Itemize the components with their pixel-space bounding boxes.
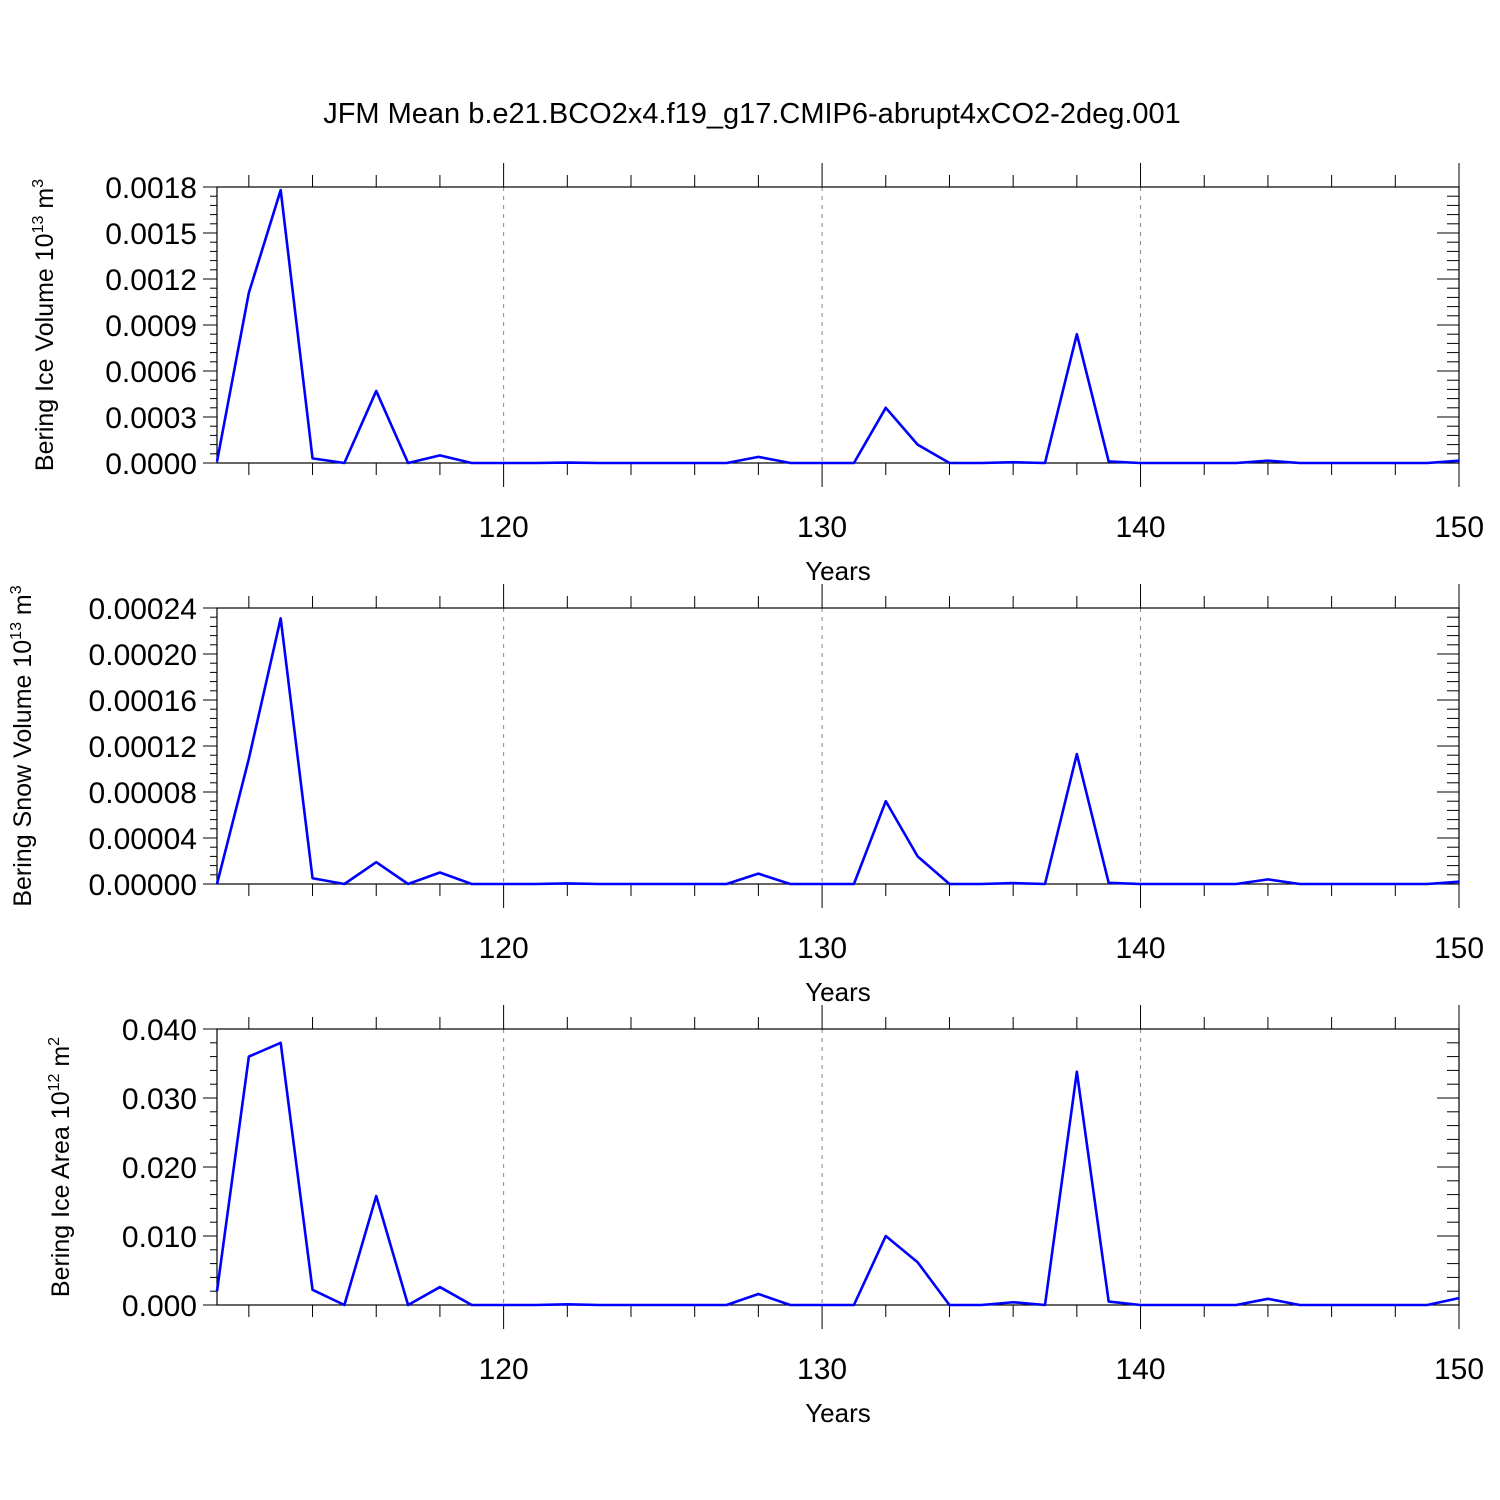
plot-frame: [216, 607, 1460, 885]
y-tick-label: 0.0015: [105, 218, 197, 251]
y-tick-label: 0.0003: [105, 402, 197, 435]
y-axis-label-unit: m: [9, 594, 37, 622]
x-tick-label: 140: [1116, 511, 1166, 544]
y-tick-label: 0.020: [122, 1152, 197, 1185]
y-tick-label: 0.00024: [89, 593, 197, 626]
x-axis-label: Years: [805, 977, 871, 1007]
y-axis-label-exponent: 13: [8, 622, 25, 640]
x-tick-label: 150: [1434, 1353, 1484, 1386]
y-axis-label: Bering Snow Volume 1013 m3: [8, 585, 37, 906]
y-tick-label: 0.0000: [105, 448, 197, 481]
y-tick-label: 0.00004: [89, 823, 197, 856]
x-tick-label: 130: [797, 1353, 847, 1386]
x-axis-label: Years: [805, 1398, 871, 1428]
y-axis-label-unit-exponent: 3: [8, 585, 25, 594]
x-tick-label: 150: [1434, 932, 1484, 965]
chart-title: JFM Mean b.e21.BCO2x4.f19_g17.CMIP6-abru…: [323, 98, 1181, 130]
panel-3: 120 130 140 150 0.000 0.010 0.020 0.030 0.040 Yea…: [46, 1005, 1484, 1428]
y-tick-label: 0.0012: [105, 264, 197, 297]
y-tick-label: 0.030: [122, 1083, 197, 1116]
x-tick-label: 140: [1116, 932, 1166, 965]
plot-frame: [216, 1028, 1460, 1306]
y-tick-label: 0.0018: [105, 172, 197, 205]
y-tick-label: 0.040: [122, 1014, 197, 1047]
y-tick-label: 0.00008: [89, 777, 197, 810]
y-tick-label: 0.00016: [89, 685, 197, 718]
y-tick-label: 0.0006: [105, 356, 197, 389]
x-tick-label: 120: [479, 932, 529, 965]
x-tick-label: 130: [797, 932, 847, 965]
x-tick-label: 120: [479, 1353, 529, 1386]
y-tick-label: 0.00020: [89, 639, 197, 672]
panel-1: 120 130 140 150 0.0000 0.0003 0.0006 0.0009 0.00…: [30, 163, 1484, 586]
x-axis-label: Years: [805, 556, 871, 586]
y-axis-label-text: Bering Ice Volume 10: [31, 233, 59, 471]
panels: 120 130 140 1500.00000.00030.00060.00090.00…: [8, 163, 1484, 1428]
panel-2: 120 130 140 150 0.00000 0.00004 0.00008 0.00012…: [8, 584, 1484, 1007]
y-tick-label: 0.00012: [89, 731, 197, 764]
x-tick-label: 130: [797, 511, 847, 544]
x-tick-label: 140: [1116, 1353, 1166, 1386]
x-tick-label: 120: [479, 511, 529, 544]
y-tick-label: 0.010: [122, 1221, 197, 1254]
y-tick-label: 0.00000: [89, 869, 197, 902]
y-axis-label-unit-exponent: 2: [46, 1037, 63, 1046]
y-tick-label: 0.000: [122, 1290, 197, 1323]
y-axis-label-unit: m: [31, 188, 59, 216]
y-axis-label: Bering Ice Area 1012 m2: [46, 1037, 75, 1297]
y-axis-label-exponent: 13: [30, 216, 47, 234]
y-axis-label-exponent: 12: [46, 1073, 63, 1091]
y-axis-label: Bering Ice Volume 1013 m3: [30, 179, 59, 471]
series-line: [215, 188, 1460, 465]
y-axis-label-text: Bering Ice Area 10: [47, 1091, 75, 1297]
series-line: [215, 617, 1460, 886]
y-axis-label-text: Bering Snow Volume 10: [9, 640, 37, 907]
y-axis-label-unit-exponent: 3: [30, 179, 47, 188]
series-line: [215, 1041, 1460, 1307]
plot-frame: [216, 186, 1460, 464]
y-tick-label: 0.0009: [105, 310, 197, 343]
x-tick-label: 150: [1434, 511, 1484, 544]
y-axis-label-unit: m: [47, 1046, 75, 1074]
